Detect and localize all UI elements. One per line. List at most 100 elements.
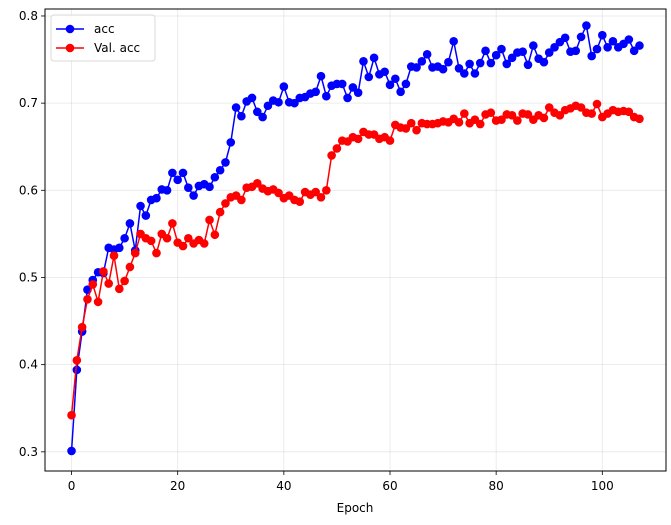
data-point-val-acc [72,355,82,365]
y-tick-label: 0.3 [19,445,38,459]
data-point-val-acc [88,280,98,289]
data-point-val-acc [460,109,469,118]
data-point-val-acc [162,233,172,243]
data-point-acc [221,158,230,167]
series-layer [67,21,644,456]
plot-frame [44,8,667,472]
data-point-acc [497,44,506,54]
data-point-acc [226,138,236,147]
data-point-val-acc [93,297,103,307]
data-point-acc [422,50,432,59]
data-point-acc [120,233,129,243]
data-point-val-acc [130,248,140,258]
data-point-val-acc [592,99,602,109]
data-point-acc [274,97,283,107]
data-point-val-acc [152,248,161,258]
data-point-val-acc [178,241,188,251]
data-point-acc [470,69,480,78]
data-point-val-acc [184,233,193,243]
data-point-val-acc [555,111,565,120]
data-point-val-acc [104,279,113,288]
data-point-acc [518,47,527,57]
data-point-acc [603,43,612,52]
data-point-val-acc [587,109,596,118]
data-point-acc [491,50,501,60]
data-point-val-acc [353,134,363,144]
data-point-acc [231,103,241,112]
data-point-acc [316,71,326,81]
data-point-val-acc [385,136,395,145]
data-point-acc [444,57,453,67]
data-point-acc [337,79,347,89]
data-point-val-acc [401,124,411,133]
data-point-val-acc [327,151,336,160]
data-point-acc [173,175,182,185]
data-point-acc [247,93,257,103]
data-point-acc [290,98,299,108]
data-point-val-acc [635,114,644,124]
data-point-val-acc [67,410,76,420]
legend-val-acc-marker [65,43,75,53]
data-point-acc [380,67,389,77]
data-point-acc [152,193,161,203]
data-point-val-acc [221,199,230,208]
data-point-acc [210,172,220,182]
data-point-acc [587,51,596,61]
x-tick-label: 20 [170,479,185,493]
data-point-acc [322,91,331,101]
data-point-val-acc [576,103,586,112]
y-tick-label: 0.6 [19,183,38,197]
data-point-acc [629,46,639,56]
x-tick-label: 60 [382,479,397,493]
data-point-val-acc [168,219,177,228]
data-point-val-acc [253,179,262,188]
data-point-acc [391,74,400,84]
data-point-acc [115,243,124,253]
data-point-acc [353,88,363,97]
data-point-val-acc [210,230,220,240]
data-point-acc [417,57,427,66]
data-point-val-acc [412,125,421,135]
data-point-val-acc [539,113,549,123]
data-point-acc [72,365,82,375]
series-acc [67,21,644,456]
data-point-val-acc [115,284,124,294]
data-point-val-acc [237,195,246,205]
data-point-acc [359,57,368,66]
data-point-acc [560,33,570,43]
data-point-val-acc [544,103,554,112]
data-point-acc [253,107,262,117]
data-point-acc [438,64,448,74]
data-point-acc [624,35,634,44]
x-tick-label: 100 [591,479,614,493]
data-point-val-acc [99,267,108,276]
y-tick-label: 0.4 [19,358,38,372]
legend-val-acc-label: Val. acc [94,41,140,55]
data-point-acc [454,63,464,73]
data-point-acc [67,446,76,456]
data-point-acc [348,83,358,92]
x-axis-label: Epoch [337,501,374,515]
data-point-acc [460,69,469,78]
data-point-val-acc [316,192,326,202]
data-point-acc [237,111,246,121]
x-tick-label: 0 [68,479,76,493]
data-point-val-acc [120,276,129,286]
data-point-val-acc [497,115,506,125]
data-point-val-acc [332,144,342,153]
data-point-acc [449,36,458,46]
series-val-acc [67,99,644,420]
x-tick-label: 40 [276,479,291,493]
data-point-acc [592,44,602,54]
legend-box [50,14,156,62]
data-point-acc [576,32,586,42]
legend-acc-label: acc [94,22,115,36]
data-point-val-acc [475,119,485,129]
axis-ticks: 0 20 40 60 80 100 0.3 0.4 0.5 0.6 0.7 0.8 [19,9,614,493]
data-point-acc [608,36,618,46]
data-point-acc [311,87,320,97]
data-point-val-acc [109,251,119,260]
data-point-acc [507,53,517,63]
data-point-val-acc [322,186,331,195]
